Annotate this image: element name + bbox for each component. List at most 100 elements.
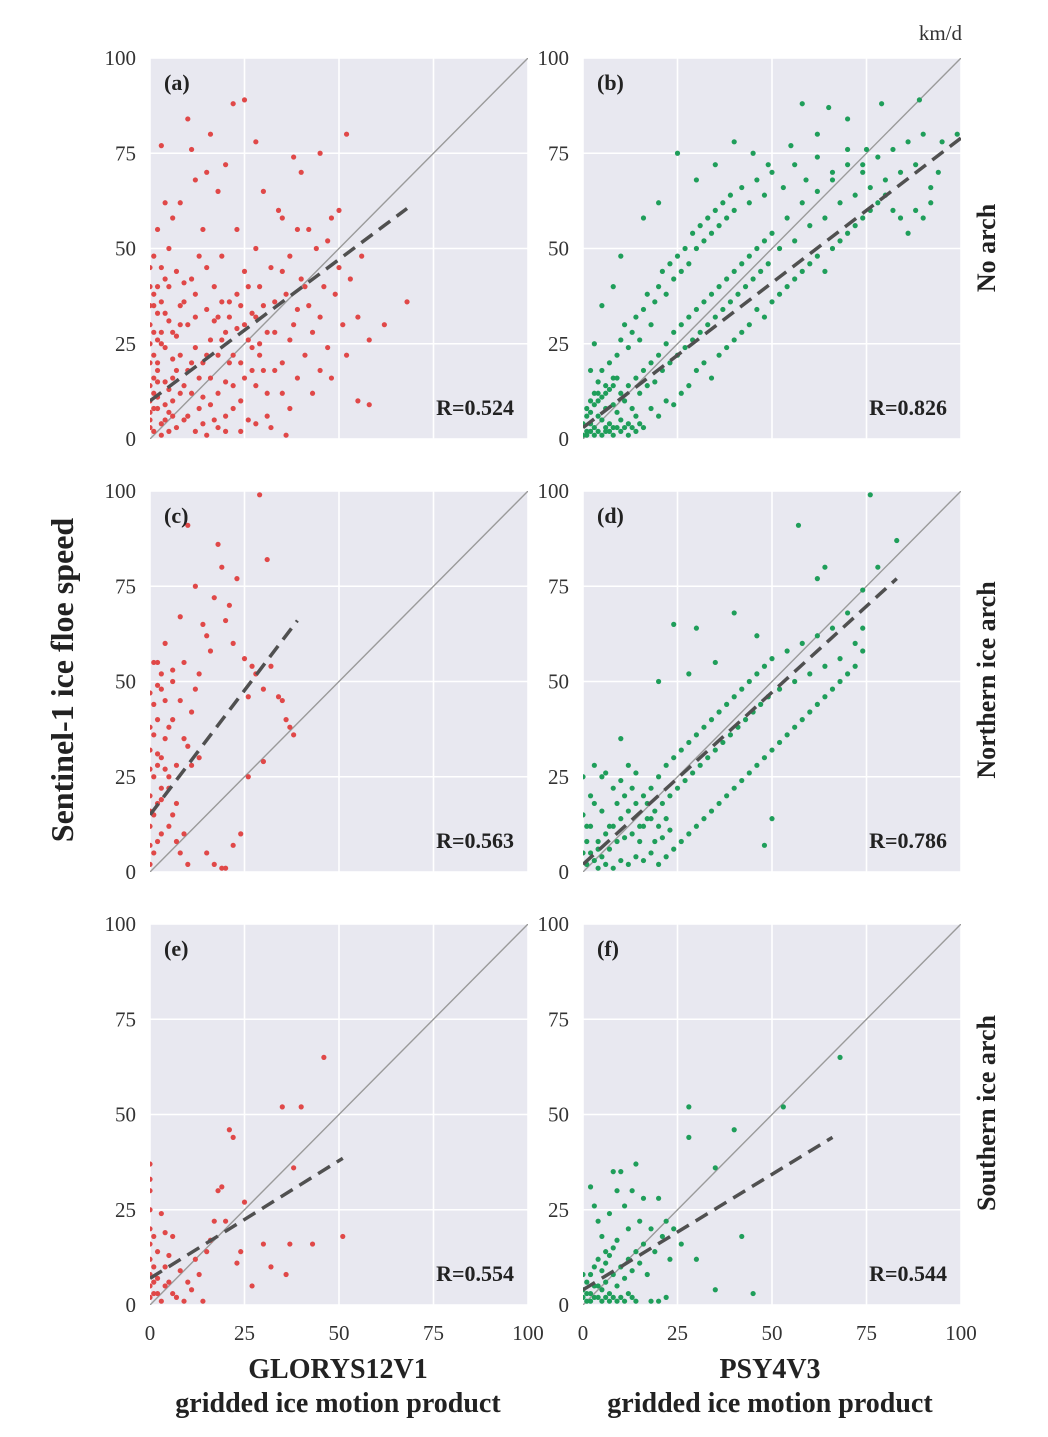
data-point bbox=[603, 383, 609, 389]
data-point bbox=[724, 701, 730, 707]
data-point bbox=[799, 200, 805, 206]
data-point bbox=[712, 314, 718, 320]
data-point bbox=[754, 633, 760, 639]
data-point bbox=[253, 421, 259, 427]
data-point bbox=[629, 329, 635, 335]
data-point bbox=[272, 367, 278, 374]
data-point bbox=[610, 823, 616, 829]
data-point bbox=[845, 610, 851, 616]
data-point bbox=[776, 245, 783, 252]
data-point bbox=[587, 1298, 594, 1304]
data-point bbox=[158, 299, 164, 305]
data-point bbox=[708, 230, 715, 236]
data-point bbox=[234, 576, 240, 582]
data-point bbox=[230, 383, 236, 389]
plot-area bbox=[150, 924, 528, 1305]
data-point bbox=[618, 337, 624, 343]
data-point bbox=[192, 1256, 198, 1262]
y-tick-label: 25 bbox=[115, 765, 136, 789]
data-point bbox=[629, 831, 635, 837]
data-point bbox=[610, 375, 616, 381]
data-point bbox=[150, 823, 153, 829]
data-point bbox=[712, 747, 718, 753]
data-point bbox=[761, 238, 768, 244]
data-point bbox=[238, 831, 244, 837]
data-point bbox=[837, 238, 843, 244]
data-point bbox=[287, 337, 293, 343]
data-point bbox=[822, 694, 828, 700]
data-point bbox=[852, 663, 858, 669]
data-point bbox=[610, 432, 616, 438]
data-point bbox=[150, 264, 153, 271]
data-point bbox=[765, 261, 771, 267]
x-tick-label: 50 bbox=[762, 1321, 783, 1345]
data-point bbox=[355, 398, 361, 404]
data-point bbox=[606, 386, 613, 393]
data-point bbox=[173, 1294, 180, 1300]
data-point bbox=[845, 162, 851, 168]
data-point bbox=[720, 306, 726, 313]
data-point bbox=[249, 367, 255, 374]
data-point bbox=[162, 1230, 168, 1236]
data-point bbox=[223, 865, 229, 871]
data-point bbox=[693, 367, 700, 374]
data-point bbox=[599, 808, 605, 814]
data-point bbox=[678, 838, 684, 845]
data-point bbox=[731, 694, 737, 700]
x-axis-title-right-line1: PSY4V3 bbox=[719, 1354, 820, 1385]
data-point bbox=[200, 421, 206, 427]
data-point bbox=[656, 1195, 662, 1201]
data-point bbox=[829, 686, 836, 692]
data-point bbox=[283, 432, 289, 438]
data-point bbox=[150, 303, 153, 309]
data-point bbox=[708, 717, 715, 723]
data-point bbox=[325, 238, 331, 244]
data-point bbox=[754, 762, 760, 768]
data-point bbox=[268, 1264, 274, 1270]
data-point bbox=[150, 417, 153, 423]
data-point bbox=[249, 310, 255, 316]
data-point bbox=[238, 1249, 244, 1255]
data-point bbox=[245, 694, 251, 700]
data-point bbox=[173, 333, 180, 339]
data-point bbox=[640, 367, 647, 374]
data-point bbox=[599, 774, 605, 780]
data-point bbox=[603, 1249, 609, 1255]
data-point bbox=[754, 245, 760, 252]
data-point bbox=[837, 1054, 843, 1060]
data-point bbox=[667, 827, 673, 833]
y-tick-label: 0 bbox=[126, 1293, 137, 1317]
y-tick-label: 25 bbox=[548, 765, 569, 789]
data-point bbox=[336, 264, 342, 271]
data-point bbox=[742, 284, 749, 290]
data-point bbox=[603, 390, 609, 396]
data-point bbox=[629, 1268, 635, 1274]
data-point bbox=[185, 322, 191, 328]
data-point bbox=[701, 299, 707, 305]
correlation-label: R=0.826 bbox=[869, 395, 947, 420]
data-point bbox=[614, 409, 620, 415]
data-point bbox=[584, 432, 590, 438]
data-point bbox=[264, 390, 270, 396]
data-point bbox=[173, 268, 180, 274]
data-point bbox=[860, 648, 866, 654]
data-point bbox=[610, 383, 616, 389]
data-point bbox=[158, 1298, 164, 1304]
data-point bbox=[727, 192, 734, 198]
data-point bbox=[584, 1298, 590, 1304]
data-point bbox=[166, 245, 172, 252]
panel-label: (b) bbox=[597, 70, 624, 95]
data-point bbox=[754, 177, 760, 183]
data-point bbox=[583, 850, 586, 856]
data-point bbox=[625, 1226, 631, 1232]
panel-label: (c) bbox=[164, 503, 188, 528]
data-point bbox=[845, 671, 851, 677]
correlation-label: R=0.524 bbox=[436, 395, 514, 420]
data-point bbox=[207, 648, 214, 654]
data-point bbox=[852, 640, 858, 647]
data-point bbox=[656, 774, 662, 780]
data-point bbox=[154, 310, 161, 316]
data-point bbox=[587, 1290, 594, 1297]
data-point bbox=[640, 424, 647, 431]
